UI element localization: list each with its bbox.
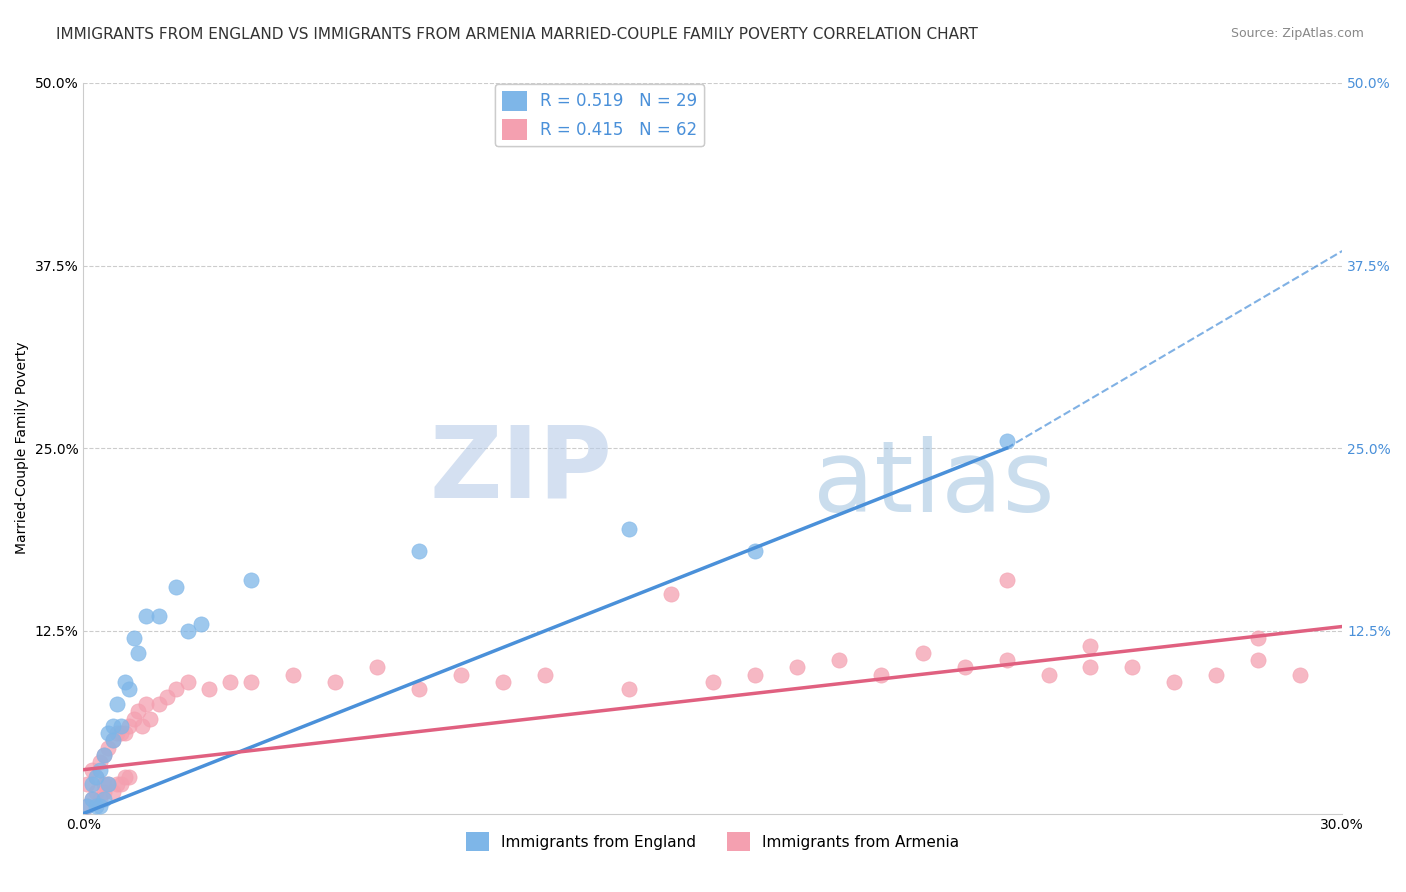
- Point: [1247, 653, 1270, 667]
- Point: [165, 682, 187, 697]
- Point: [911, 646, 934, 660]
- Point: [110, 726, 132, 740]
- Point: [76, 799, 98, 814]
- Point: [1080, 639, 1102, 653]
- Point: [80, 763, 103, 777]
- Text: atlas: atlas: [814, 436, 1054, 533]
- Point: [89, 756, 111, 770]
- Point: [366, 660, 388, 674]
- Point: [93, 784, 115, 798]
- Point: [105, 697, 128, 711]
- Point: [1080, 660, 1102, 674]
- Point: [105, 726, 128, 740]
- Point: [1247, 631, 1270, 645]
- Point: [122, 631, 145, 645]
- Point: [148, 697, 170, 711]
- Point: [408, 543, 430, 558]
- Point: [114, 726, 136, 740]
- Point: [744, 667, 766, 681]
- Point: [450, 667, 472, 681]
- Point: [89, 792, 111, 806]
- Point: [534, 667, 557, 681]
- Point: [744, 543, 766, 558]
- Point: [84, 784, 107, 798]
- Point: [118, 719, 141, 733]
- Point: [156, 690, 179, 704]
- Point: [827, 653, 849, 667]
- Point: [323, 675, 346, 690]
- Point: [1205, 667, 1227, 681]
- Point: [97, 777, 120, 791]
- Point: [953, 660, 976, 674]
- Point: [110, 719, 132, 733]
- Point: [1289, 667, 1312, 681]
- Point: [93, 792, 115, 806]
- Point: [101, 784, 124, 798]
- Point: [177, 675, 200, 690]
- Point: [97, 726, 120, 740]
- Point: [139, 712, 162, 726]
- Point: [281, 667, 304, 681]
- Point: [135, 697, 157, 711]
- Point: [89, 799, 111, 814]
- Text: ZIP: ZIP: [429, 422, 612, 518]
- Point: [93, 748, 115, 763]
- Point: [101, 733, 124, 747]
- Point: [76, 777, 98, 791]
- Point: [240, 573, 263, 587]
- Point: [93, 777, 115, 791]
- Point: [84, 770, 107, 784]
- Point: [408, 682, 430, 697]
- Point: [97, 740, 120, 755]
- Point: [995, 434, 1018, 448]
- Point: [127, 646, 149, 660]
- Point: [219, 675, 242, 690]
- Point: [127, 704, 149, 718]
- Point: [131, 719, 153, 733]
- Point: [93, 748, 115, 763]
- Point: [190, 616, 212, 631]
- Point: [101, 719, 124, 733]
- Point: [492, 675, 515, 690]
- Point: [80, 792, 103, 806]
- Point: [118, 682, 141, 697]
- Point: [786, 660, 808, 674]
- Point: [617, 522, 640, 536]
- Point: [617, 682, 640, 697]
- Legend: R = 0.519   N = 29, R = 0.415   N = 62: R = 0.519 N = 29, R = 0.415 N = 62: [495, 84, 704, 146]
- Point: [80, 777, 103, 791]
- Text: Source: ZipAtlas.com: Source: ZipAtlas.com: [1230, 27, 1364, 40]
- Point: [114, 770, 136, 784]
- Text: IMMIGRANTS FROM ENGLAND VS IMMIGRANTS FROM ARMENIA MARRIED-COUPLE FAMILY POVERTY: IMMIGRANTS FROM ENGLAND VS IMMIGRANTS FR…: [56, 27, 979, 42]
- Point: [1163, 675, 1185, 690]
- Point: [148, 609, 170, 624]
- Point: [135, 609, 157, 624]
- Point: [1121, 660, 1143, 674]
- Point: [659, 587, 682, 601]
- Point: [114, 675, 136, 690]
- Point: [84, 770, 107, 784]
- Point: [89, 763, 111, 777]
- Point: [122, 712, 145, 726]
- Point: [995, 573, 1018, 587]
- Point: [165, 580, 187, 594]
- Point: [110, 777, 132, 791]
- Point: [76, 799, 98, 814]
- Y-axis label: Married-Couple Family Poverty: Married-Couple Family Poverty: [15, 342, 30, 555]
- Point: [97, 777, 120, 791]
- Point: [101, 733, 124, 747]
- Point: [240, 675, 263, 690]
- Point: [177, 624, 200, 638]
- Point: [84, 799, 107, 814]
- Point: [80, 792, 103, 806]
- Point: [995, 653, 1018, 667]
- Point: [702, 675, 724, 690]
- Point: [1038, 667, 1060, 681]
- Point: [105, 777, 128, 791]
- Point: [869, 667, 891, 681]
- Point: [198, 682, 221, 697]
- Point: [118, 770, 141, 784]
